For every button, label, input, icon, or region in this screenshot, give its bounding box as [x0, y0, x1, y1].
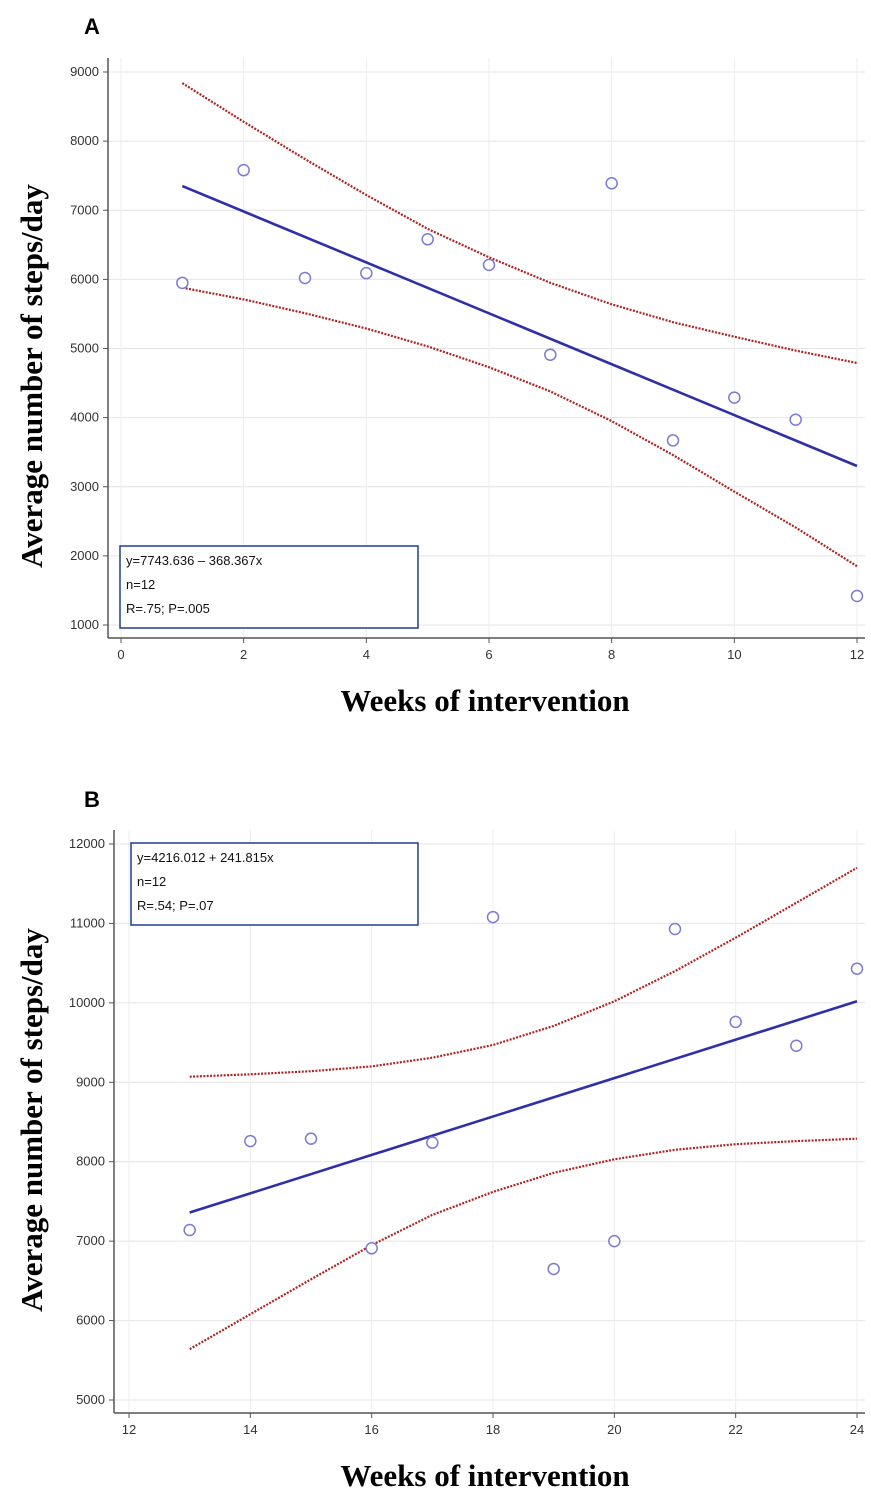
y-grid [114, 843, 865, 1401]
correlation-p-value: R=.54; P=.07 [137, 898, 214, 913]
stats-box: y=7743.636 – 368.367x n=12 R=.75; P=.005 [119, 545, 419, 629]
regression-line [181, 184, 858, 468]
ci-upper-curve [181, 82, 858, 365]
ci-lower-band [182, 286, 858, 568]
regression-line-path [189, 1000, 858, 1214]
x-tick-label: 6 [485, 647, 492, 662]
y-grid [108, 71, 865, 626]
x-tick-label: 4 [363, 647, 370, 662]
sample-size: n=12 [126, 577, 155, 592]
plot-frame [103, 58, 865, 643]
data-points [176, 163, 864, 603]
y-tick-label: 3000 [70, 479, 99, 494]
chart-panel-a: A 1000 2000 3000 4000 5000 6000 7000 8000 9000 0… [14, 14, 865, 718]
x-tick-labels: 0 2 4 6 8 10 12 [117, 647, 864, 662]
sample-size: n=12 [137, 874, 166, 889]
panel-label-a: A [84, 14, 100, 39]
data-point [298, 271, 312, 285]
ci-upper-curve [189, 866, 858, 1078]
x-tick-label: 8 [608, 647, 615, 662]
regression-line-path [181, 184, 858, 468]
y-tick-label: 4000 [70, 410, 99, 425]
y-tick-label: 7000 [70, 202, 99, 217]
x-tick-labels: 12 14 16 18 20 22 24 [122, 1422, 864, 1437]
ci-upper-band [181, 82, 858, 365]
data-point [486, 910, 500, 924]
data-point [421, 233, 434, 246]
ci-upper-band [189, 866, 858, 1078]
x-tick-label: 24 [850, 1422, 864, 1437]
y-tick-label: 5000 [76, 1392, 105, 1407]
x-grid [128, 830, 858, 1413]
data-point [176, 276, 189, 290]
data-point [360, 266, 373, 280]
data-point [304, 1132, 318, 1145]
correlation-p-value: R=.75; P=.005 [126, 601, 210, 616]
data-point [365, 1242, 378, 1255]
data-point [850, 962, 864, 975]
y-tick-label: 9000 [70, 64, 99, 79]
ci-lower-curve [189, 1137, 858, 1351]
y-tick-label: 6000 [76, 1313, 105, 1328]
x-grid [120, 58, 858, 638]
x-tick-label: 10 [727, 647, 741, 662]
y-tick-label: 6000 [70, 271, 99, 286]
x-axis-title: Weeks of intervention [340, 683, 629, 718]
data-point [183, 1223, 196, 1237]
y-tick-label: 10000 [69, 995, 105, 1010]
y-tick-label: 9000 [76, 1074, 105, 1089]
x-tick-label: 16 [364, 1422, 378, 1437]
data-point [729, 1015, 742, 1029]
ci-lower-band [189, 1137, 858, 1351]
regression-equation: y=4216.012 + 241.815x [137, 850, 274, 865]
data-point [850, 589, 864, 603]
x-tick-label: 12 [122, 1422, 136, 1437]
data-point [547, 1262, 560, 1276]
y-tick-label: 1000 [70, 617, 99, 632]
y-tick-label: 8000 [76, 1154, 105, 1169]
x-tick-label: 0 [117, 647, 124, 662]
y-tick-label: 2000 [70, 548, 99, 563]
data-point [790, 1039, 803, 1052]
data-point [608, 1234, 621, 1248]
x-tick-label: 18 [486, 1422, 500, 1437]
data-point [237, 163, 250, 177]
y-axis-title: Average number of steps/day [14, 928, 49, 1312]
regression-line [189, 1000, 858, 1214]
data-point [605, 177, 618, 190]
panel-label-b: B [84, 787, 100, 812]
data-point [244, 1134, 257, 1148]
data-point [668, 922, 682, 936]
data-point [666, 434, 680, 447]
data-points [183, 910, 864, 1276]
x-tick-label: 22 [728, 1422, 742, 1437]
x-axis-title: Weeks of intervention [340, 1458, 629, 1493]
data-point [426, 1136, 439, 1149]
stats-box-border [130, 842, 419, 926]
stats-box-border [119, 545, 419, 629]
regression-equation: y=7743.636 – 368.367x [126, 553, 263, 568]
plot-frame [109, 830, 865, 1418]
data-point [544, 348, 557, 361]
x-tick-label: 14 [243, 1422, 257, 1437]
ci-lower-curve [182, 286, 858, 568]
data-point [789, 413, 802, 426]
y-axis-title: Average number of steps/day [14, 184, 49, 568]
x-tick-label: 2 [240, 647, 247, 662]
stats-box: y=4216.012 + 241.815x n=12 R=.54; P=.07 [130, 842, 419, 926]
y-tick-label: 12000 [69, 836, 105, 851]
y-tick-label: 7000 [76, 1233, 105, 1248]
y-tick-label: 8000 [70, 133, 99, 148]
x-tick-label: 12 [850, 647, 864, 662]
y-tick-labels: 1000 2000 3000 4000 5000 6000 7000 8000 9000 [70, 64, 99, 632]
y-tick-label: 11000 [70, 915, 105, 930]
chart-panel-b: B 5000 6000 7000 8000 9000 10000 11000 12000 12… [14, 787, 865, 1493]
data-point [728, 391, 741, 404]
y-tick-label: 5000 [70, 341, 99, 356]
data-point [482, 258, 496, 272]
x-tick-label: 20 [607, 1422, 621, 1437]
y-tick-labels: 5000 6000 7000 8000 9000 10000 11000 12000 [69, 836, 105, 1407]
